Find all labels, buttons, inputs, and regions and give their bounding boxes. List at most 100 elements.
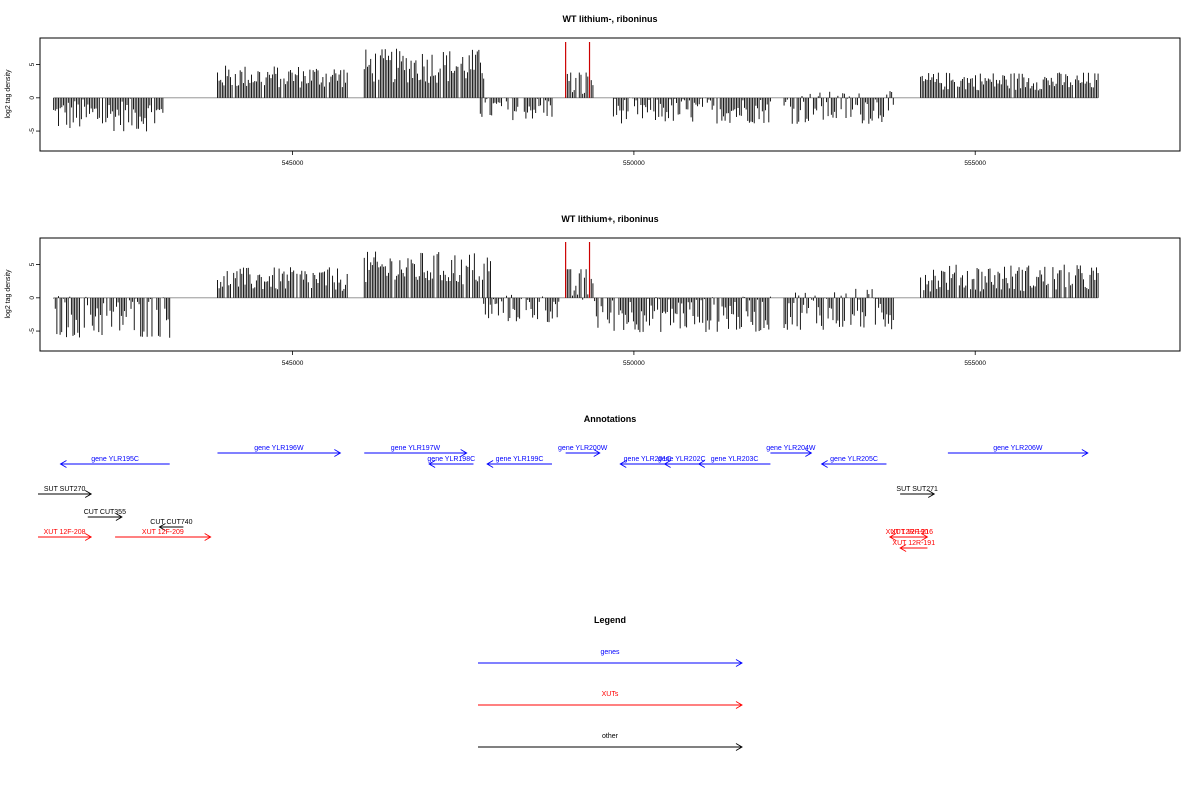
legend-item: genes [478,649,743,667]
arrowhead-icon [593,449,601,457]
feature-label: SUT SUT270 [44,486,86,493]
x-tick-label: 555000 [964,160,986,167]
arrowhead-icon [888,533,897,541]
x-tick-label: 550000 [623,360,645,367]
y-tick-label: 0 [29,96,36,100]
y-axis-ticks: -5 0 5 [29,62,40,134]
arrowhead-icon [663,460,671,468]
annotation-feature: gene YLR198C [427,456,475,468]
arrowhead-icon [735,743,743,751]
arrowhead-icon [115,513,123,521]
annotation-feature: gene YLR203C [697,456,771,468]
annotation-feature: gene YLR202C [658,456,706,468]
arrowhead-icon [735,659,743,667]
arrowhead-icon [334,449,342,457]
feature-label: gene YLR202C [658,456,706,463]
track-panel-lithium-minus: WT lithium-, riboninus 545000 550000 55500… [5,14,1181,167]
arrowhead-icon [899,544,907,552]
arrowhead-icon [928,490,936,498]
annotation-feature: SUT SUT270 [38,486,93,498]
x-tick-label: 545000 [282,160,304,167]
annotation-feature: XUT 12R-191 [892,540,935,552]
arrowhead-icon [1081,449,1089,457]
feature-label: gene YLR204W [766,445,816,452]
feature-label: XUT 12F-216 [891,529,933,536]
legend-item-label: XUTs [602,691,619,698]
legend-item-label: other [602,733,619,740]
y-axis-label: log2 tag density [5,69,12,119]
arrowhead-icon [486,460,494,468]
track-panel-lithium-plus: WT lithium+, riboninus 545000 550000 55500… [5,214,1181,367]
arrowhead-icon [619,460,627,468]
y-tick-label: -5 [29,328,36,334]
arrowhead-icon [921,533,929,541]
annotation-feature: gene YLR206W [947,445,1089,457]
y-tick-label: 0 [29,296,36,300]
x-tick-label: 550000 [623,160,645,167]
arrowhead-icon [697,460,705,468]
plot-frame [39,237,1181,352]
arrowhead-icon [805,449,813,457]
arrowhead-icon [59,460,67,468]
feature-label: gene YLR197W [391,445,441,452]
annotation-feature: XUT 12F-208 [38,529,93,541]
annotations-title: Annotations [584,414,637,424]
highlight-lines [565,42,591,98]
annotation-feature: gene YLR197W [364,445,468,457]
feature-label: XUT 12R-191 [892,540,935,547]
annotation-feature: SUT SUT271 [896,486,938,498]
y-axis-label: log2 tag density [5,269,12,319]
legend-title: Legend [594,615,626,625]
feature-label: gene YLR196W [254,445,304,452]
annotation-feature: gene YLR196W [217,445,342,457]
signal-bars [53,251,1099,338]
feature-label: XUT 12F-209 [142,529,184,536]
feature-label: gene YLR206W [993,445,1043,452]
legend-item: other [478,733,743,751]
x-tick-label: 545000 [282,360,304,367]
y-tick-label: -5 [29,128,36,134]
feature-label: CUT CUT355 [84,509,126,516]
x-axis-ticks: 545000 550000 555000 [282,151,986,167]
arrowhead-icon [820,460,828,468]
arrowhead-icon [460,449,468,457]
plot-frame [39,37,1181,152]
x-tick-label: 555000 [964,360,986,367]
annotation-features: gene YLR195C gene YLR196W gene YLR197W gene… [38,445,1089,552]
feature-label: gene YLR201C [624,456,672,463]
annotation-feature: gene YLR199C [486,456,552,468]
feature-label: gene YLR199C [496,456,544,463]
annotation-feature: gene YLR205C [820,456,887,468]
feature-label: gene YLR205C [830,456,878,463]
arrowhead-icon [428,460,436,468]
y-tick-label: 5 [29,62,36,66]
legend: Legend genes XUTs other [478,615,743,751]
legend-item-label: genes [600,649,620,656]
feature-label: gene YLR203C [711,456,759,463]
arrowhead-icon [158,523,166,531]
annotation-feature: gene YLR204W [766,445,816,457]
x-axis-ticks: 545000 550000 555000 [282,351,986,367]
legend-item: XUTs [478,691,743,709]
arrowhead-icon [735,701,743,709]
panel-title: WT lithium+, riboninus [561,214,658,224]
feature-label: XUT 12R-190 [886,529,929,536]
feature-label: gene YLR195C [91,456,139,463]
annotation-feature: CUT CUT355 [84,509,126,521]
y-axis-ticks: -5 0 5 [29,262,40,334]
feature-label: SUT SUT271 [896,486,938,493]
highlight-lines [565,242,591,298]
signal-bars [53,48,1099,132]
feature-label: XUT 12F-208 [44,529,86,536]
y-tick-label: 5 [29,262,36,266]
annotation-feature: XUT 12F-209 [115,529,212,541]
feature-label: gene YLR198C [427,456,475,463]
annotation-feature: CUT CUT740 [150,519,193,531]
feature-label: gene YLR200W [558,445,608,452]
arrowhead-icon [204,533,212,541]
arrowhead-icon [84,490,93,498]
panel-title: WT lithium-, riboninus [563,14,658,24]
annotation-feature: gene YLR200W [558,445,608,457]
